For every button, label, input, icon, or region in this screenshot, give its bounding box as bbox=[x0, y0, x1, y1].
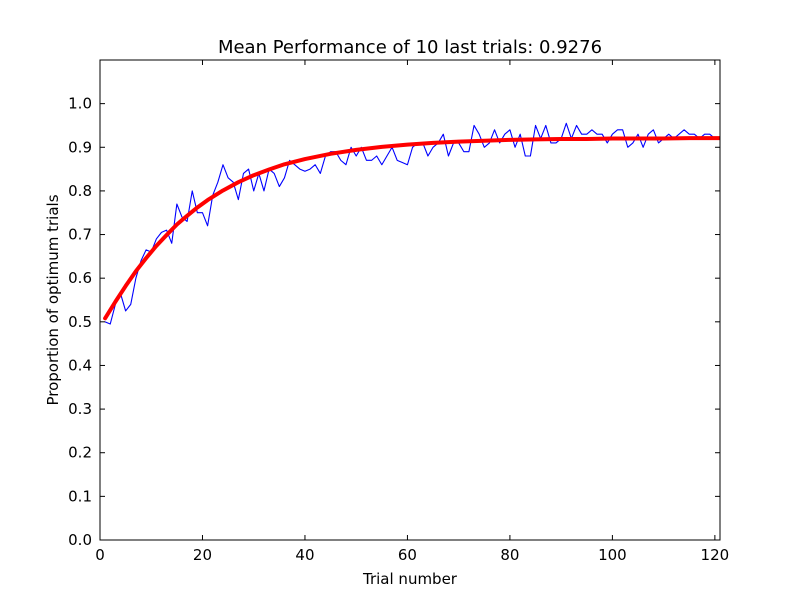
x-tick-label: 120 bbox=[701, 546, 730, 564]
chart-title: Mean Performance of 10 last trials: 0.92… bbox=[218, 37, 602, 58]
y-tick-label: 0.1 bbox=[68, 487, 92, 505]
y-tick-label: 0.2 bbox=[68, 444, 92, 462]
y-axis-ticks: 0.0 0.1 0.2 0.3 0.4 0.5 0.6 0.7 0.8 0.9 1.0 bbox=[68, 95, 720, 549]
y-axis-label: Proportion of optimum trials bbox=[44, 194, 62, 405]
x-tick-label: 80 bbox=[500, 546, 519, 564]
x-tick-label: 0 bbox=[95, 546, 105, 564]
x-axis-ticks: 0 20 40 60 80 100 120 bbox=[95, 60, 729, 564]
x-tick-label: 100 bbox=[598, 546, 627, 564]
y-tick-label: 0.7 bbox=[68, 226, 92, 244]
y-tick-label: 0.5 bbox=[68, 313, 92, 331]
x-axis-label: Trial number bbox=[362, 570, 458, 588]
y-tick-label: 0.0 bbox=[68, 531, 92, 549]
y-tick-label: 0.4 bbox=[68, 356, 92, 374]
y-tick-label: 1.0 bbox=[68, 95, 92, 113]
x-tick-label: 40 bbox=[295, 546, 314, 564]
y-tick-label: 0.3 bbox=[68, 400, 92, 418]
series-data-line bbox=[104, 122, 720, 325]
plot-frame bbox=[99, 59, 721, 541]
y-tick-label: 0.6 bbox=[68, 269, 92, 287]
plot-area bbox=[99, 59, 721, 541]
series-fit-line bbox=[103, 136, 720, 321]
y-tick-label: 0.9 bbox=[68, 138, 92, 156]
x-tick-label: 60 bbox=[398, 546, 417, 564]
x-tick-label: 20 bbox=[193, 546, 212, 564]
y-tick-label: 0.8 bbox=[68, 182, 92, 200]
